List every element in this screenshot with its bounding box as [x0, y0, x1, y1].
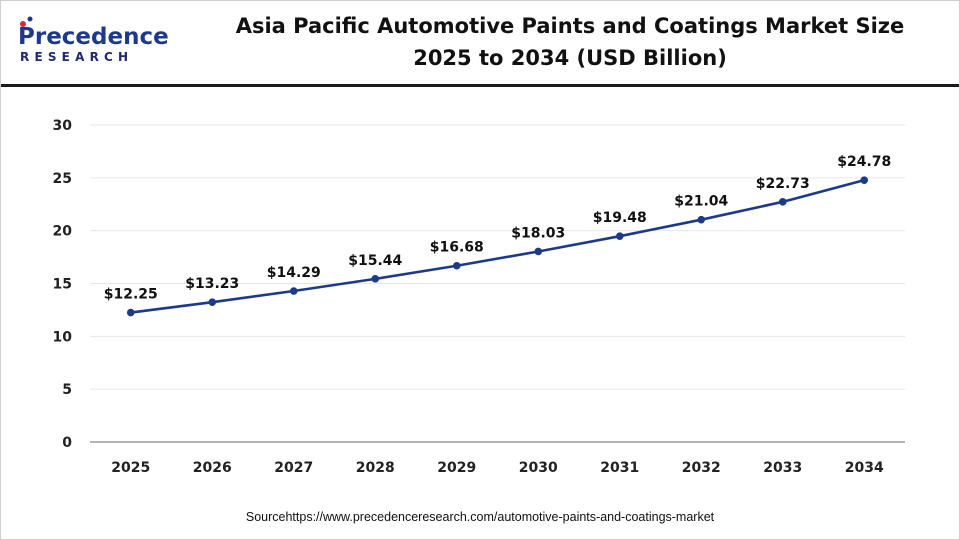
data-label: $14.29	[267, 265, 321, 281]
data-point	[534, 247, 543, 256]
series-layer	[126, 176, 869, 317]
data-point	[697, 215, 706, 224]
chart-title: Asia Pacific Automotive Paints and Coati…	[190, 10, 950, 74]
precedence-research-logo: Precedence RESEARCH	[18, 16, 169, 64]
data-label: $19.48	[593, 210, 647, 226]
data-label-layer: $12.25 $13.23 $14.29 $15.44 $16.68 $18.03 $19.…	[104, 154, 892, 302]
data-label: $24.78	[837, 154, 891, 170]
chart-title-line-1: Asia Pacific Automotive Paints and Coati…	[235, 14, 905, 38]
y-tick-label: 25	[53, 171, 72, 187]
y-tick-label: 5	[62, 382, 72, 398]
data-label: $12.25	[104, 287, 158, 303]
logo-mark-dot	[20, 21, 26, 27]
source-note: Sourcehttps://www.precedenceresearch.com…	[245, 510, 715, 524]
chart-title-line-2: 2025 to 2034 (USD Billion)	[413, 46, 727, 70]
x-tick-label: 2025	[111, 460, 150, 476]
grid-layer	[90, 124, 905, 390]
data-label: $18.03	[511, 225, 565, 241]
y-tick-label: 15	[53, 277, 72, 293]
logo-word: Precedence	[18, 24, 169, 50]
header: Precedence RESEARCH Asia Pacific Automot…	[0, 0, 960, 87]
data-label: $22.73	[756, 176, 810, 192]
x-tick-label: 2027	[274, 460, 313, 476]
x-tick-label: 2029	[437, 460, 476, 476]
y-tick-label: 0	[62, 435, 72, 451]
data-point	[126, 308, 135, 317]
series-line	[130, 178, 865, 314]
y-tick-label: 10	[53, 329, 73, 345]
x-tick-label: 2028	[356, 460, 395, 476]
data-point	[289, 287, 298, 295]
x-tick-label: 2033	[763, 460, 802, 476]
x-tick-label: 2030	[519, 460, 558, 476]
data-label: $16.68	[430, 240, 484, 256]
y-tick-label: 30	[53, 118, 73, 134]
data-label: $13.23	[185, 276, 239, 292]
data-point	[371, 275, 380, 283]
logo-sub: RESEARCH	[20, 50, 133, 64]
data-point	[615, 232, 624, 240]
data-point	[452, 261, 461, 270]
logo-mark-dot-blue	[27, 16, 33, 22]
data-label: $15.44	[348, 253, 402, 269]
x-tick-label: 2031	[600, 460, 639, 476]
x-tick-label: 2032	[682, 460, 721, 476]
x-tick-label: 2034	[845, 460, 884, 476]
data-label: $21.04	[674, 194, 728, 210]
x-tick-label: 2026	[193, 460, 232, 476]
data-point	[860, 176, 869, 184]
data-point	[208, 298, 217, 307]
y-tick-label: 20	[53, 224, 73, 240]
data-point	[778, 198, 787, 206]
